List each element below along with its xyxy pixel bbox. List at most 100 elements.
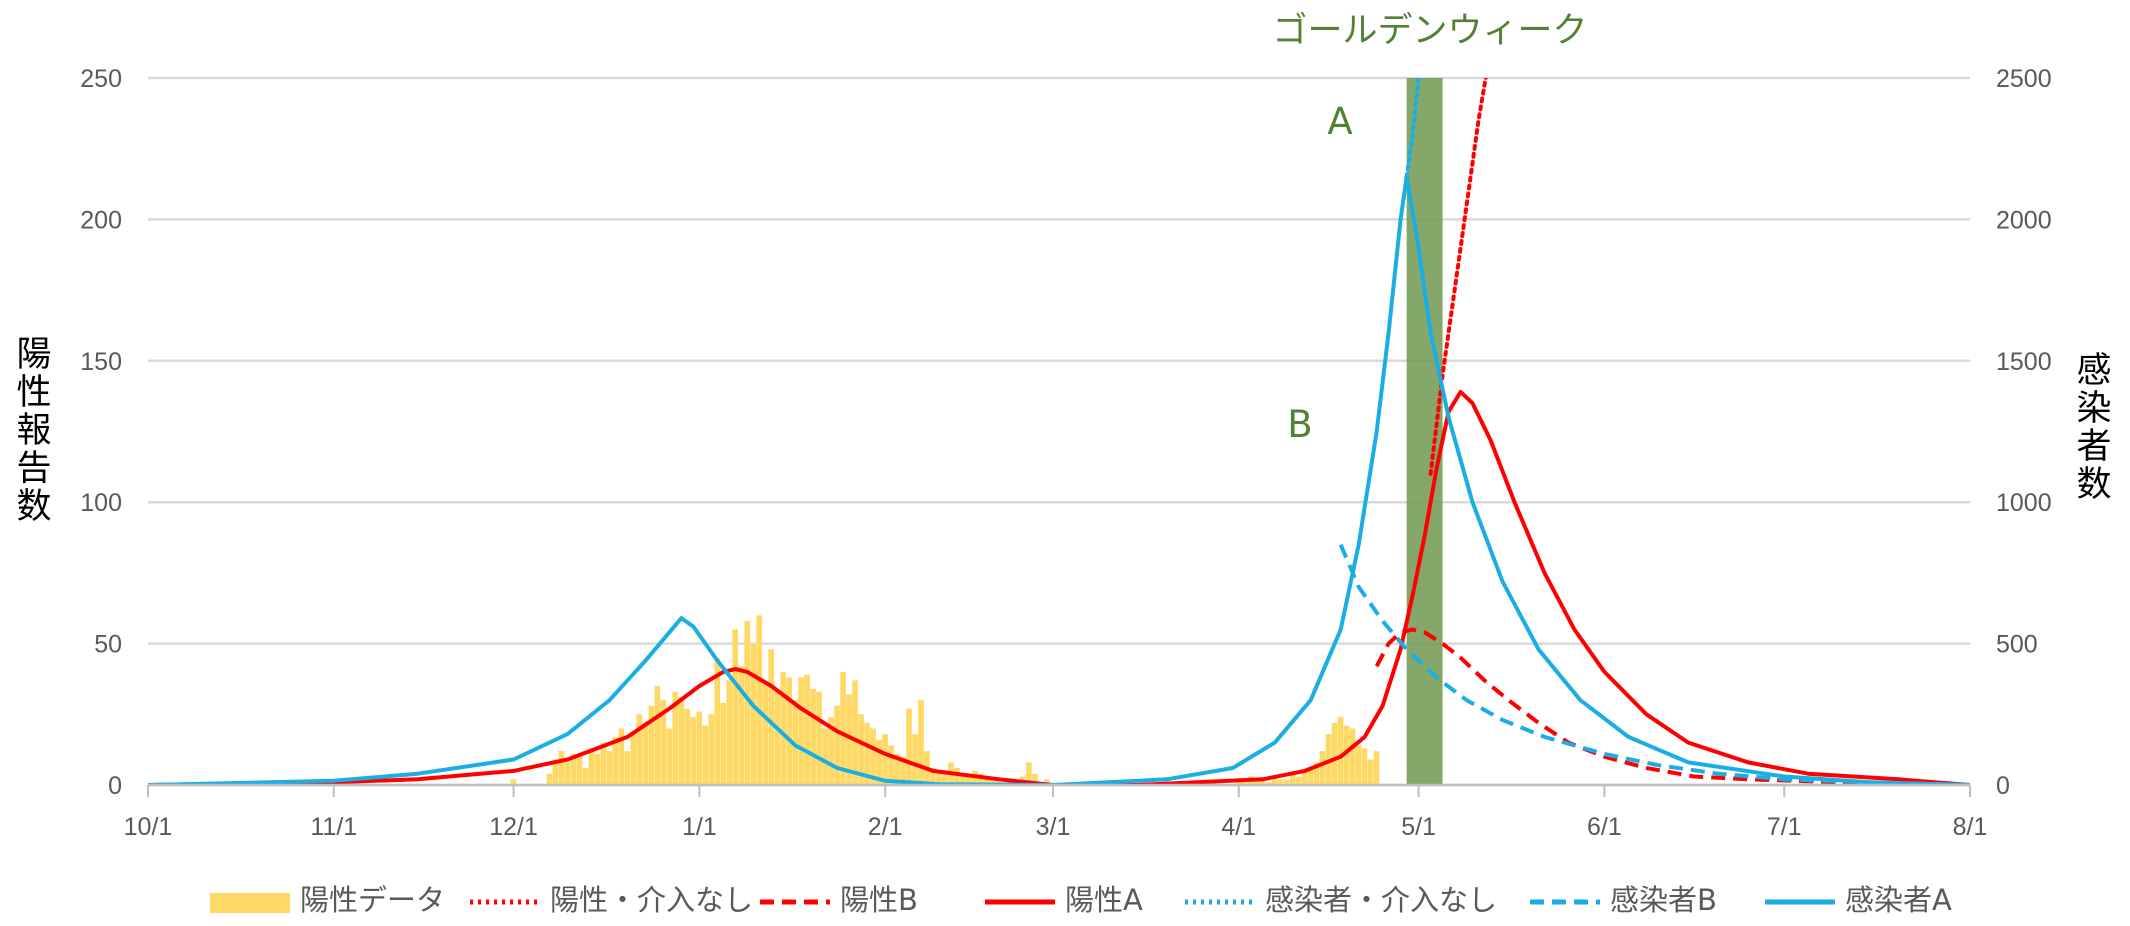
bar xyxy=(720,702,727,785)
x-tick-label: 8/1 xyxy=(1953,813,1988,841)
bar xyxy=(852,680,858,785)
bar xyxy=(594,753,601,785)
x-tick-label: 4/1 xyxy=(1221,813,1256,841)
positive-data-bars xyxy=(510,615,1380,785)
bar xyxy=(1307,768,1314,785)
bar xyxy=(696,711,703,785)
axes xyxy=(147,783,1971,797)
bar xyxy=(840,671,846,785)
legend-label: 感染者・介入なし xyxy=(1265,883,1497,917)
bar xyxy=(1265,782,1272,785)
x-tick-label: 6/1 xyxy=(1587,813,1622,841)
bar xyxy=(1313,762,1320,785)
bar xyxy=(588,748,595,785)
bar xyxy=(618,728,625,785)
bar xyxy=(630,734,637,785)
bar xyxy=(732,629,739,785)
y-left-tick-label: 200 xyxy=(80,206,122,234)
bar xyxy=(564,762,571,785)
bar xyxy=(582,768,589,785)
bar xyxy=(990,779,996,785)
bar xyxy=(906,708,912,785)
bar xyxy=(744,620,751,785)
series-lines xyxy=(148,78,1970,785)
bar xyxy=(684,708,691,785)
bar xyxy=(996,779,1002,785)
bar xyxy=(708,714,715,785)
y-left-tick-label: 50 xyxy=(94,631,122,659)
legend-label: 感染者B xyxy=(1610,883,1717,917)
bar xyxy=(714,657,721,785)
bar xyxy=(954,768,960,785)
y-left-tick-label: 0 xyxy=(108,772,122,800)
bar xyxy=(750,643,757,785)
bar xyxy=(774,691,781,785)
bar xyxy=(666,728,673,785)
series-line-感染者A xyxy=(148,175,1970,785)
gridlines xyxy=(148,76,1970,787)
marker-a-label: A xyxy=(1327,100,1352,143)
series-line-陽性A xyxy=(148,389,1970,785)
y-left-tick-label: 150 xyxy=(80,348,122,376)
series-line-感染者・介入なし xyxy=(1404,78,1421,179)
bar xyxy=(804,674,810,785)
series-line-感染者B xyxy=(1338,543,1970,785)
bar xyxy=(1259,779,1266,785)
bar xyxy=(900,756,906,785)
bar xyxy=(612,736,619,785)
y-right-tick-label: 500 xyxy=(1996,631,2038,659)
legend-label: 陽性A xyxy=(1065,883,1143,917)
bar xyxy=(648,705,655,785)
bar xyxy=(570,753,577,785)
y-right-tick-label: 2500 xyxy=(1996,65,2052,93)
y-axis-label-left: 陽性報告数 xyxy=(16,335,51,527)
y-right-tick-label: 1000 xyxy=(1996,489,2052,517)
bar xyxy=(510,779,517,785)
bar xyxy=(882,734,888,785)
bar xyxy=(834,705,840,785)
bar xyxy=(546,773,553,785)
bar xyxy=(756,615,763,785)
y-right-tick-label: 1500 xyxy=(1996,348,2052,376)
bar xyxy=(1032,773,1038,785)
bar xyxy=(936,770,942,785)
axis-label-text: 陽性報告数 xyxy=(16,335,51,527)
bar xyxy=(1343,725,1350,785)
bar xyxy=(762,683,769,785)
x-tick-label: 12/1 xyxy=(489,813,538,841)
bar xyxy=(1241,782,1248,785)
bar xyxy=(1277,779,1284,785)
bar xyxy=(1253,779,1260,785)
y-left-tick-label: 100 xyxy=(80,489,122,517)
bar xyxy=(1361,748,1368,785)
bar xyxy=(1044,779,1050,785)
bar xyxy=(960,773,966,785)
y-right-tick-label: 0 xyxy=(1996,772,2010,800)
y-axis-label-right: 感染者数 xyxy=(2076,351,2111,505)
bar xyxy=(918,700,924,785)
bar xyxy=(816,691,822,785)
bar xyxy=(600,742,607,785)
bar xyxy=(828,717,834,785)
bar xyxy=(642,722,649,785)
bar xyxy=(864,722,870,785)
y-left-tick-label: 250 xyxy=(80,65,122,93)
bar xyxy=(660,700,667,785)
bar xyxy=(558,751,565,785)
bar xyxy=(786,677,792,785)
bar xyxy=(702,725,709,785)
x-tick-label: 7/1 xyxy=(1767,813,1802,841)
legend-swatch-bars xyxy=(210,893,290,913)
bar xyxy=(672,691,679,785)
series-line-陽性B xyxy=(1374,627,1970,785)
x-tick-label: 1/1 xyxy=(682,813,717,841)
tick-labels: 10/1 11/1 12/1 1/1 2/1 3/1 4/1 5/1 6/1 7/1 8/1 0 50 1… xyxy=(80,65,2051,841)
bar xyxy=(894,753,900,785)
bar xyxy=(606,751,613,785)
bar xyxy=(978,773,984,785)
x-tick-label: 11/1 xyxy=(310,813,357,841)
bar xyxy=(1373,751,1380,785)
bar xyxy=(726,680,733,785)
bar xyxy=(870,728,876,785)
